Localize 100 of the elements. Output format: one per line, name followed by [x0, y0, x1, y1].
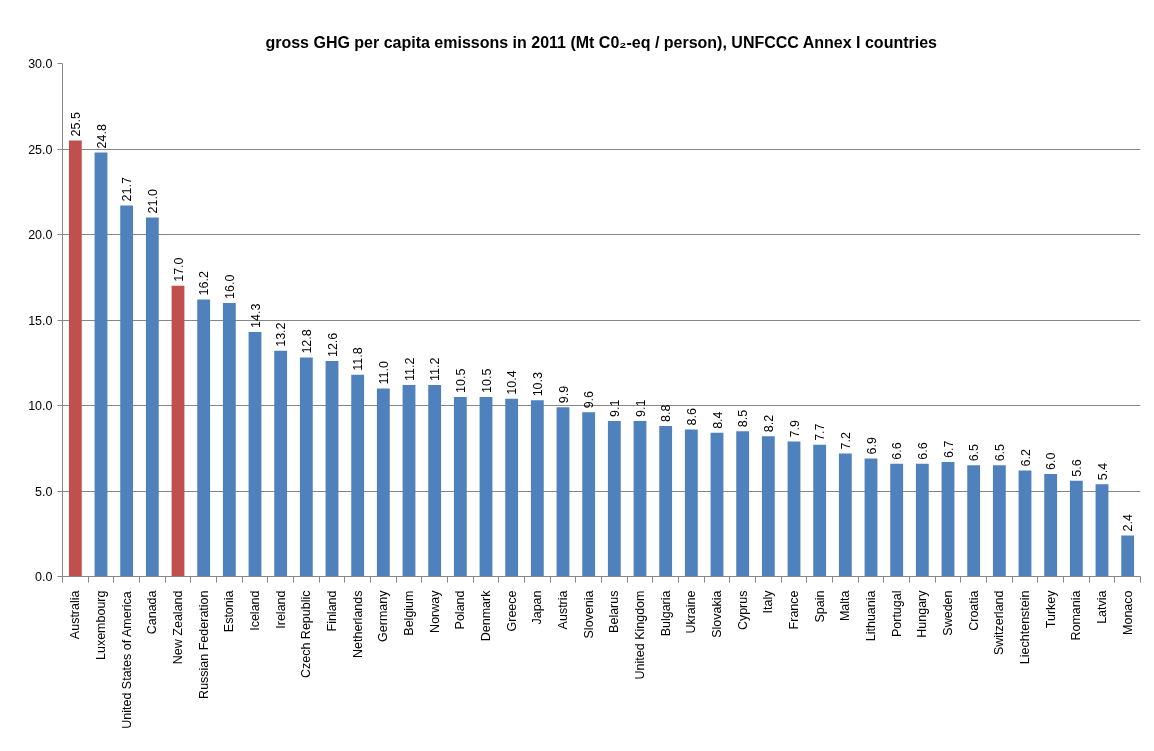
x-tick-label: United Kingdom — [633, 590, 647, 680]
data-label: 25.5 — [68, 112, 83, 137]
data-label: 9.6 — [582, 390, 597, 409]
x-tick-label: Luxembourg — [94, 590, 108, 660]
bar — [992, 465, 1006, 577]
x-tick-label: Malta — [838, 590, 853, 622]
data-label: 12.6 — [325, 332, 340, 358]
x-tick-label: Bulgaria — [658, 590, 673, 637]
bar — [659, 426, 673, 577]
data-label: 16.2 — [197, 271, 212, 296]
bar — [222, 302, 236, 577]
bar — [274, 350, 288, 577]
bar — [1121, 535, 1135, 577]
x-tick-label: Austria — [556, 590, 570, 630]
data-label: 8.6 — [684, 408, 699, 426]
data-label: 10.4 — [505, 370, 520, 395]
x-tick-label: Canada — [145, 590, 160, 635]
x-tick-label: Croatia — [966, 590, 981, 631]
bar — [1044, 473, 1058, 577]
bar — [684, 429, 698, 577]
x-tick-label: Denmark — [479, 589, 493, 642]
x-tick-label: Ukraine — [684, 590, 699, 634]
x-tick-label: Slovakia — [710, 590, 724, 638]
bar — [890, 463, 904, 577]
bar — [1018, 470, 1032, 577]
data-label: 13.2 — [274, 322, 289, 347]
x-tick-label: New Zealand — [171, 590, 185, 665]
y-tick-label: 25.0 — [28, 142, 53, 157]
bar — [120, 205, 134, 577]
bar — [145, 217, 159, 577]
data-label: 8.4 — [710, 411, 725, 429]
y-tick-label: 15.0 — [28, 313, 53, 328]
data-label: 5.4 — [1095, 462, 1110, 481]
data-label: 9.9 — [556, 385, 571, 404]
x-tick-label: Sweden — [941, 590, 955, 636]
y-tick-label: 20.0 — [28, 228, 53, 242]
x-tick-label: Germany — [376, 589, 391, 642]
x-tick-label: Liechtenstein — [1018, 590, 1032, 665]
x-tick-label: Romania — [1069, 590, 1084, 641]
bar — [864, 458, 878, 577]
bar — [197, 299, 211, 577]
data-label: 5.6 — [1069, 459, 1084, 477]
bar — [376, 388, 390, 577]
data-label: 11.2 — [428, 357, 443, 381]
bar — [607, 420, 621, 577]
data-label: 6.5 — [992, 443, 1007, 462]
bar — [428, 384, 442, 577]
bar — [736, 431, 750, 577]
data-label: 17.0 — [171, 257, 186, 282]
bar — [248, 331, 262, 577]
x-tick-label: Switzerland — [992, 590, 1007, 656]
data-label: 10.3 — [530, 371, 545, 397]
bar — [530, 400, 544, 577]
x-tick-label: Latvia — [1095, 590, 1109, 624]
x-tick-label: Slovenia — [581, 590, 596, 639]
data-label: 6.0 — [1044, 452, 1059, 470]
data-label: 21.7 — [120, 177, 135, 202]
x-tick-label: Norway — [427, 589, 442, 633]
data-label: 9.1 — [633, 399, 648, 417]
x-tick-label: Estonia — [222, 590, 237, 633]
x-tick-label: Greece — [504, 590, 519, 632]
data-label: 8.5 — [736, 409, 751, 428]
y-tick-label: 30.0 — [28, 57, 53, 71]
x-tick-label: Monaco — [1120, 590, 1135, 635]
data-label: 6.9 — [864, 437, 879, 455]
y-tick-label: 5.0 — [35, 484, 53, 499]
bar — [402, 384, 416, 577]
bar — [479, 396, 493, 577]
data-label: 11.2 — [402, 357, 417, 381]
data-label: 7.9 — [787, 419, 802, 438]
bar — [453, 396, 467, 577]
bar — [351, 374, 365, 577]
bar — [68, 140, 82, 577]
data-label: 6.2 — [1018, 449, 1033, 467]
data-label: 12.8 — [299, 329, 314, 354]
data-label: 24.8 — [94, 124, 109, 149]
x-tick-label: Iceland — [248, 590, 262, 631]
bar — [941, 461, 955, 577]
data-label: 11.0 — [376, 360, 391, 385]
x-tick-label: United States of America — [119, 591, 134, 729]
bar — [838, 453, 852, 577]
bar — [761, 436, 775, 577]
bar — [813, 444, 827, 577]
bar — [505, 398, 519, 577]
bar — [787, 441, 801, 577]
x-tick-label: Hungary — [915, 589, 930, 638]
x-tick-label: Netherlands — [350, 590, 365, 658]
data-label: 14.3 — [248, 303, 263, 328]
x-tick-label: Czech Republic — [299, 590, 314, 679]
x-tick-label: Finland — [325, 590, 339, 632]
bar — [967, 465, 981, 577]
data-label: 9.1 — [607, 399, 622, 417]
y-tick-label: 0.0 — [35, 570, 53, 584]
data-label: 8.8 — [659, 404, 674, 423]
x-tick-label: France — [787, 590, 801, 630]
bar — [1069, 480, 1083, 577]
x-tick-label: Cyprus — [735, 590, 750, 631]
data-label: 8.2 — [761, 414, 776, 433]
data-label: 6.6 — [915, 442, 930, 460]
x-tick-label: Italy — [761, 589, 776, 614]
